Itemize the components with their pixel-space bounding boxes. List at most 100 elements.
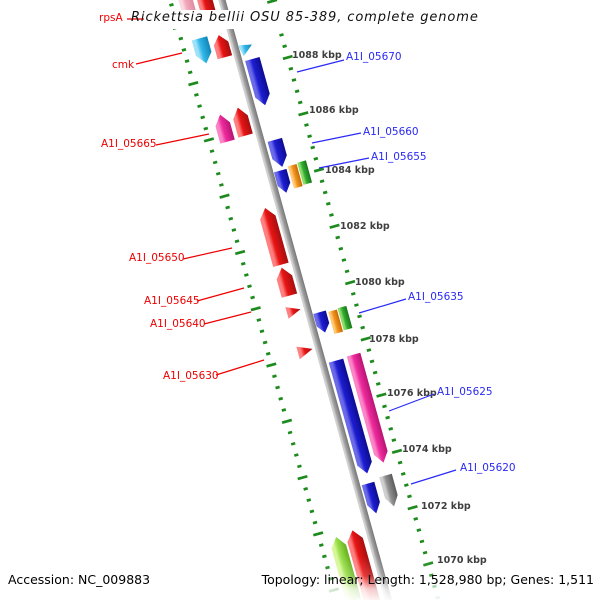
ruler-tick — [169, 2, 174, 7]
feature-blue-small-1[interactable] — [273, 168, 293, 195]
feature-cyan-tri-top[interactable] — [237, 42, 255, 57]
ruler-tick — [312, 520, 318, 525]
feature-green-1[interactable] — [297, 160, 313, 185]
bottom-fade-overlay — [0, 556, 600, 600]
gene-label-A1I_05645[interactable]: A1I_05645 — [144, 295, 200, 307]
gene-label-A1I_05650[interactable]: A1I_05650 — [129, 252, 185, 264]
ruler-tick — [385, 415, 391, 420]
feature-red-after-cmk[interactable] — [212, 33, 233, 60]
leader-line-A1I_05650 — [182, 247, 233, 260]
ruler-tick — [266, 362, 277, 368]
feature-magenta-beside-05625[interactable] — [346, 352, 390, 465]
feature-A1I_05660[interactable] — [267, 137, 290, 169]
gene-label-A1I_05655[interactable]: A1I_05655 — [371, 151, 427, 163]
ruler-tick — [341, 258, 347, 262]
ruler-tick — [407, 505, 418, 511]
feature-cmk[interactable] — [191, 36, 214, 65]
feature-A1I_05635[interactable] — [313, 310, 331, 335]
ruler-tick — [318, 543, 324, 547]
feature-A1I_05625[interactable] — [328, 358, 375, 476]
feature-A1I_05640[interactable] — [285, 303, 302, 319]
ruler-tick — [372, 370, 378, 375]
ruler-tick — [298, 111, 309, 117]
feature-red-beside-05665[interactable] — [231, 106, 253, 138]
ruler-tick — [422, 550, 428, 555]
leader-line-A1I_05630 — [215, 359, 265, 376]
feature-orange-2[interactable] — [328, 309, 344, 335]
gene-label-A1I_05630[interactable]: A1I_05630 — [163, 370, 219, 382]
gene-label-A1I_05660[interactable]: A1I_05660 — [363, 126, 419, 138]
leader-line-A1I_05620 — [410, 469, 457, 485]
gene-label-rpsA[interactable]: rpsA — [99, 12, 123, 24]
ruler-tick — [360, 325, 366, 330]
feature-red-block-top[interactable] — [194, 0, 216, 16]
gene-label-A1I_05620[interactable]: A1I_05620 — [460, 462, 516, 474]
ruler-tick — [234, 249, 246, 256]
ruler-tick — [281, 418, 293, 424]
ruler-tick — [290, 441, 296, 446]
ruler-tick — [219, 193, 230, 199]
ruler-tick — [266, 0, 278, 4]
scale-label-1074-kbp: 1074 kbp — [402, 444, 452, 455]
feature-A1I_05645[interactable] — [274, 266, 298, 298]
scale-label-1088-kbp: 1088 kbp — [292, 50, 342, 61]
ruler-tick — [338, 246, 344, 251]
ruler-tick — [319, 179, 325, 184]
ruler-tick — [403, 483, 409, 488]
leader-line-A1I_05635 — [358, 298, 407, 314]
feature-blue-small-2[interactable] — [361, 481, 383, 515]
ruler-tick — [181, 48, 187, 52]
ruler-tick — [413, 517, 419, 521]
ruler-tick — [194, 93, 199, 97]
scale-label-1086-kbp: 1086 kbp — [309, 105, 359, 116]
gene-label-A1I_05635[interactable]: A1I_05635 — [408, 291, 464, 303]
ruler-tick — [272, 374, 277, 379]
ruler-tick — [243, 273, 249, 277]
ruler-tick — [344, 269, 350, 274]
feature-A1I_05650[interactable] — [257, 206, 289, 267]
ruler-tick — [322, 190, 328, 195]
gene-label-A1I_05670[interactable]: A1I_05670 — [346, 51, 402, 63]
ruler-tick — [187, 70, 193, 75]
ruler-tick — [282, 54, 293, 61]
ruler-tick — [313, 167, 325, 173]
feature-A1I_05670[interactable] — [245, 56, 272, 107]
ruler-tick — [212, 160, 218, 165]
ruler-tick — [250, 295, 255, 300]
gene-label-cmk[interactable]: cmk — [112, 59, 135, 71]
ruler-tick — [188, 81, 199, 87]
feature-A1I_05630[interactable] — [296, 343, 314, 360]
ruler-tick — [203, 137, 215, 143]
ruler-tick — [265, 351, 271, 356]
ruler-tick — [309, 509, 315, 514]
ruler-tick — [400, 472, 406, 476]
leader-line-A1I_05670 — [296, 59, 345, 73]
scale-label-1076-kbp: 1076 kbp — [387, 388, 437, 399]
feature-green-2[interactable] — [337, 305, 353, 331]
ruler-tick — [369, 359, 375, 364]
ruler-tick — [307, 134, 312, 139]
ruler-tick — [184, 59, 190, 63]
ruler-tick — [278, 396, 284, 401]
gene-label-A1I_05640[interactable]: A1I_05640 — [150, 318, 206, 330]
annotations: 1088 kbp 1086 kbp 1084 kbp 1082 kbp 1080 kbp… — [99, 12, 516, 566]
ruler-tick — [259, 329, 265, 334]
ruler-tick — [262, 340, 268, 345]
ruler-tick — [391, 448, 403, 455]
gene-label-A1I_05665[interactable]: A1I_05665 — [101, 138, 157, 150]
ruler-tick — [219, 183, 224, 187]
ruler-tick — [357, 314, 362, 319]
map-title: Rickettsia bellii OSU 85-389, complete g… — [131, 10, 479, 25]
ruler-tick — [247, 284, 252, 289]
feature-A1I_05665[interactable] — [213, 113, 235, 144]
leader-line-A1I_05645 — [196, 287, 245, 302]
ruler-tick — [234, 239, 240, 244]
ruler-tick — [228, 216, 234, 221]
feature-orange-1[interactable] — [287, 163, 303, 189]
ruler-tick — [279, 33, 284, 37]
scale-label-1080-kbp: 1080 kbp — [355, 277, 405, 288]
feature-A1I_05620[interactable] — [379, 473, 400, 508]
gene-label-A1I_05625[interactable]: A1I_05625 — [437, 386, 493, 398]
ruler-tick — [225, 205, 231, 210]
